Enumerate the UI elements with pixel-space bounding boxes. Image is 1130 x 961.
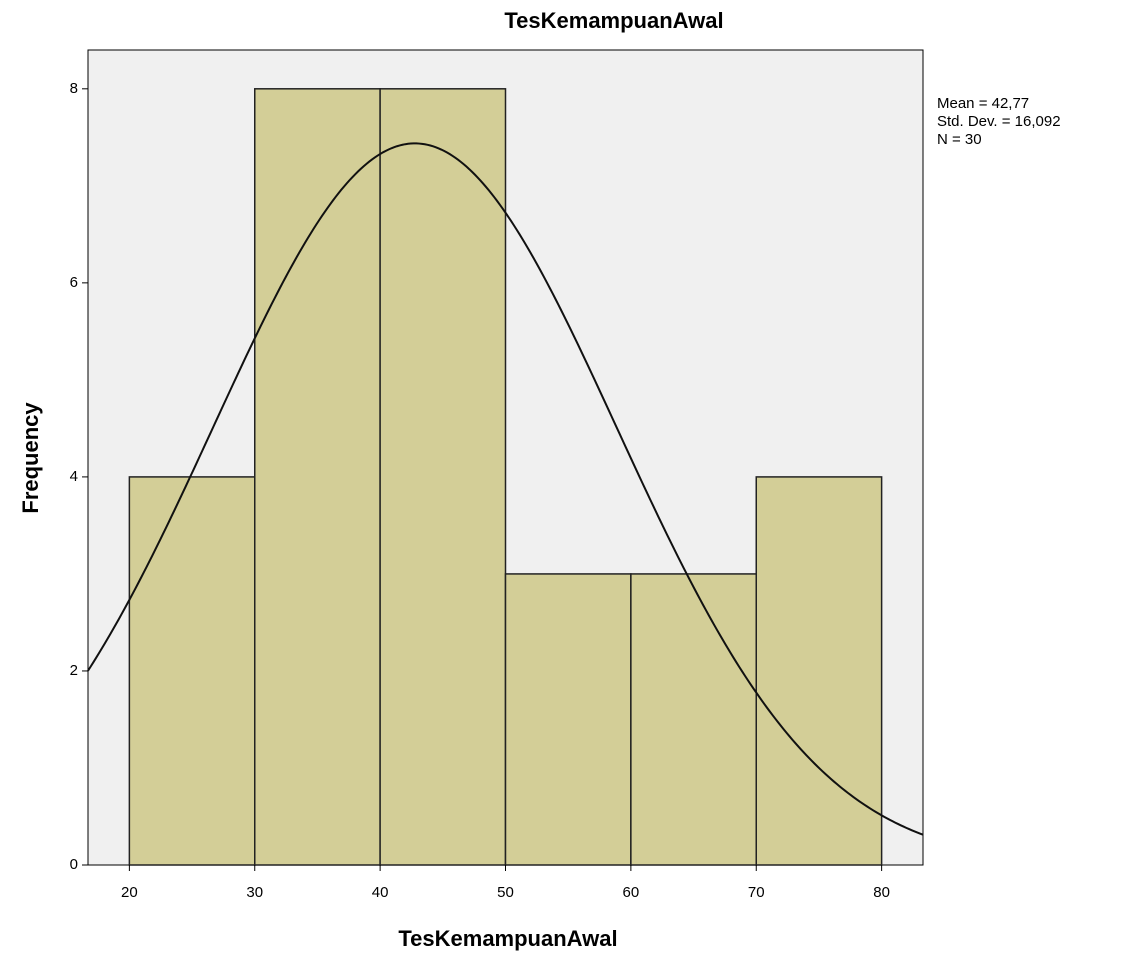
- stats-label: N = 30: [937, 131, 982, 148]
- chart-title: TesKemampuanAwal: [504, 8, 723, 33]
- stats-label: Std. Dev. = 16,092: [937, 113, 1061, 130]
- y-tick-label: 2: [70, 662, 78, 679]
- x-tick-label: 40: [372, 884, 389, 901]
- stats-label: Mean = 42,77: [937, 95, 1029, 112]
- x-tick-label: 80: [873, 884, 890, 901]
- bar: [631, 574, 756, 865]
- y-tick-label: 4: [70, 468, 78, 485]
- x-tick-label: 60: [623, 884, 640, 901]
- y-tick-label: 0: [70, 856, 78, 873]
- x-tick-label: 70: [748, 884, 765, 901]
- bar: [380, 89, 505, 865]
- x-axis-title: TesKemampuanAwal: [398, 926, 617, 951]
- bar: [129, 477, 254, 865]
- x-tick-label: 30: [246, 884, 263, 901]
- x-tick-label: 50: [497, 884, 514, 901]
- chart: TesKemampuanAwal TesKemampuanAwal Freque…: [0, 0, 1130, 961]
- y-tick-label: 8: [70, 80, 78, 97]
- bar: [506, 574, 631, 865]
- bar: [255, 89, 380, 865]
- y-axis-title: Frequency: [18, 402, 43, 514]
- x-tick-label: 20: [121, 884, 138, 901]
- bar: [756, 477, 881, 865]
- y-tick-label: 6: [70, 274, 78, 291]
